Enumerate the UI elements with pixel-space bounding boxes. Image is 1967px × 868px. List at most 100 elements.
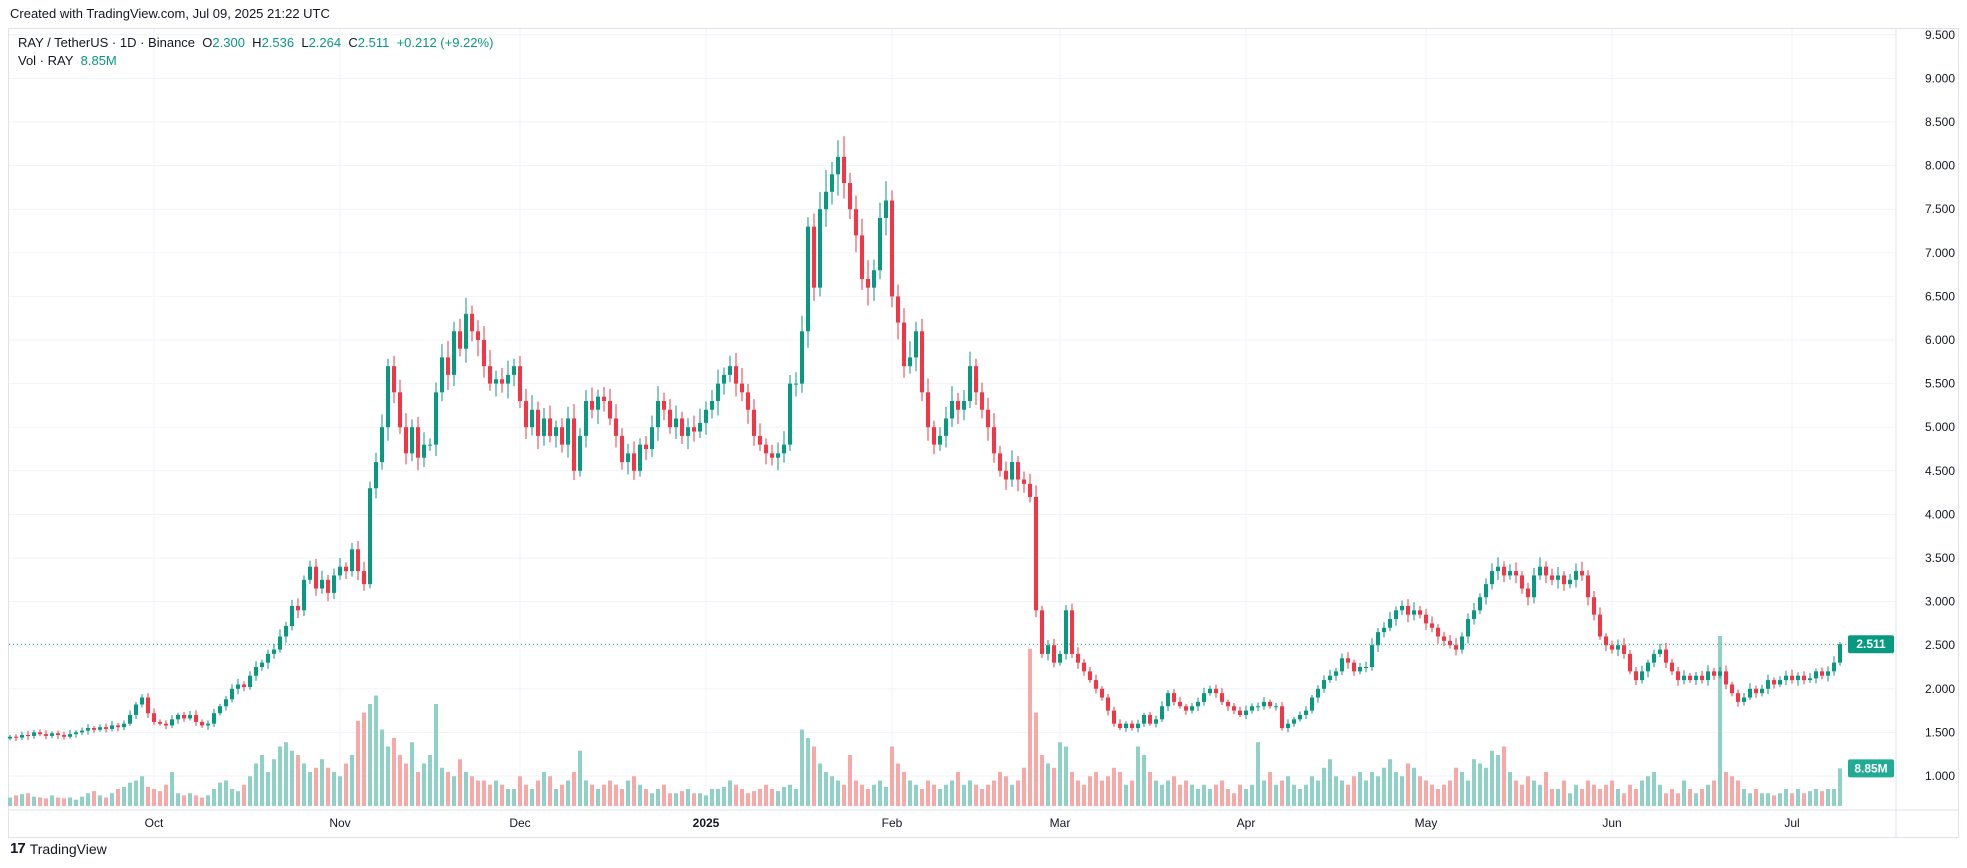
candle-body xyxy=(698,422,702,432)
candle xyxy=(1394,606,1398,626)
volume-bar xyxy=(176,793,180,806)
candle-body xyxy=(1712,671,1716,676)
candle-body xyxy=(62,735,66,737)
candle xyxy=(422,432,426,468)
candle-body xyxy=(440,357,444,393)
price-axis[interactable]: 1.000 1.500 2.000 2.500 3.000 3.500 4.000 4.500… xyxy=(1925,28,1955,783)
candle xyxy=(956,392,960,424)
volume-bar xyxy=(1394,772,1398,806)
candle-body xyxy=(308,566,312,580)
symbol-label[interactable]: RAY / TetherUS · 1D · Binance xyxy=(18,35,196,50)
candle xyxy=(1838,642,1842,666)
volume-bar xyxy=(1382,767,1386,806)
candle xyxy=(938,427,942,451)
candle-body xyxy=(1118,723,1122,729)
volume-bar xyxy=(1568,793,1572,806)
volume-bar xyxy=(1592,784,1596,806)
candle xyxy=(386,358,390,441)
candle xyxy=(692,415,696,442)
candle-body xyxy=(1442,636,1446,641)
close-label: C xyxy=(348,35,358,50)
volume-bar xyxy=(926,780,930,806)
candle xyxy=(86,724,90,735)
candle xyxy=(1754,685,1758,698)
volume-bar xyxy=(752,791,756,806)
volume-bar xyxy=(38,797,42,806)
last-volume-badge: 8.85M xyxy=(1848,759,1894,778)
candle-body xyxy=(392,366,396,393)
volume-bar xyxy=(1562,780,1566,806)
candle-body xyxy=(176,714,180,720)
candle-body xyxy=(1112,710,1116,724)
volume-bar xyxy=(1376,776,1380,806)
volume-bar xyxy=(476,780,480,806)
candle-body xyxy=(1184,706,1188,711)
candle-body xyxy=(398,392,402,428)
candle xyxy=(50,731,54,739)
candle-body xyxy=(1076,653,1080,663)
time-tick-label: Mar xyxy=(1050,816,1071,830)
volume-bar xyxy=(494,780,498,806)
candle-body xyxy=(668,409,672,428)
candle xyxy=(1790,669,1794,684)
candle-body xyxy=(1190,706,1194,711)
candle xyxy=(1148,711,1152,726)
candle-body xyxy=(1466,619,1470,637)
volume-bar xyxy=(722,786,726,806)
volume-bar xyxy=(632,776,636,806)
candle xyxy=(1550,568,1554,586)
volume-bar xyxy=(1538,784,1542,806)
candle-body xyxy=(1106,697,1110,711)
volume-bar xyxy=(776,791,780,806)
candle-body xyxy=(314,566,318,589)
volume-bar xyxy=(326,767,330,806)
volume-bar xyxy=(1646,776,1650,806)
candle-body xyxy=(326,579,330,593)
volume-bar xyxy=(1358,772,1362,806)
candle xyxy=(1172,689,1176,706)
candle xyxy=(494,370,498,397)
volume-bar xyxy=(614,784,618,806)
volume-bar xyxy=(1454,767,1458,806)
time-axis[interactable]: Oct Nov Dec 2025 Feb Mar Apr May Jun Jul xyxy=(145,816,1800,830)
candle-body xyxy=(1700,675,1704,681)
candle-body xyxy=(1592,597,1596,615)
candle xyxy=(488,350,492,391)
volume-legend-row: Vol · RAY 8.85M xyxy=(18,52,493,70)
candle xyxy=(1280,702,1284,731)
volume-bar xyxy=(230,789,234,806)
candle-body xyxy=(1388,619,1392,628)
candle-body xyxy=(1766,680,1770,689)
candle-body xyxy=(254,667,258,676)
candle-body xyxy=(536,409,540,436)
candle-body xyxy=(1352,662,1356,672)
candle xyxy=(920,318,924,402)
candle-body xyxy=(158,721,162,724)
candle-body xyxy=(248,675,252,688)
volume-bar xyxy=(542,772,546,806)
candle-body xyxy=(632,453,636,471)
volume-bar xyxy=(710,789,714,806)
candle xyxy=(464,297,468,363)
candle-body xyxy=(266,653,270,663)
candle xyxy=(122,720,126,731)
volume-bar xyxy=(740,789,744,806)
candle xyxy=(974,358,978,406)
time-tick-label: Feb xyxy=(882,816,903,830)
volume-bar xyxy=(218,782,222,806)
candle-body xyxy=(1502,566,1506,576)
candle-body xyxy=(1154,719,1158,724)
candle-body xyxy=(434,392,438,445)
volume-bar xyxy=(1316,780,1320,806)
candle xyxy=(1670,659,1674,676)
volume-bar xyxy=(1310,776,1314,806)
volume-label[interactable]: Vol · RAY xyxy=(18,53,74,68)
candle xyxy=(746,383,750,424)
candle xyxy=(518,355,522,408)
candle xyxy=(1574,563,1578,588)
candle-body xyxy=(1586,575,1590,598)
tradingview-logo[interactable]: 17 TradingView xyxy=(10,840,107,857)
candle xyxy=(1718,666,1722,679)
candle xyxy=(404,413,408,465)
